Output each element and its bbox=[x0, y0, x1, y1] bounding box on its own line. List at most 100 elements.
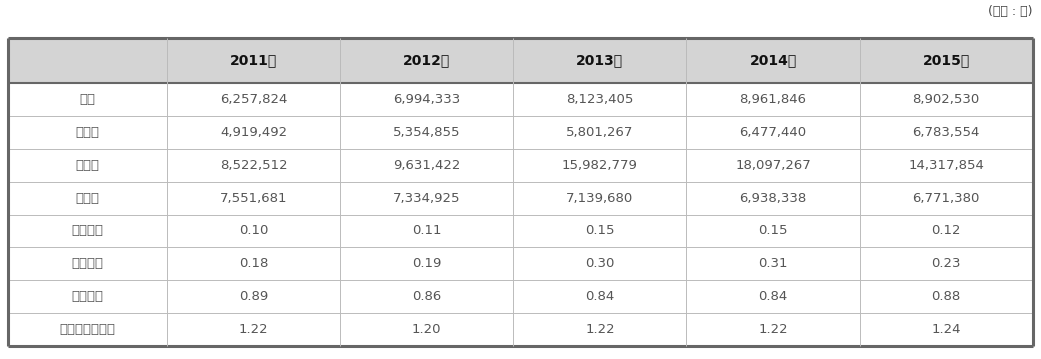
Text: 15,982,779: 15,982,779 bbox=[562, 159, 638, 172]
Bar bbox=[168, 313, 340, 346]
Text: 0.31: 0.31 bbox=[758, 257, 788, 270]
Bar bbox=[340, 38, 513, 83]
Text: 0.30: 0.30 bbox=[585, 257, 614, 270]
Bar bbox=[8, 247, 168, 280]
Bar bbox=[860, 247, 1033, 280]
Text: 2015년: 2015년 bbox=[922, 53, 970, 67]
Bar bbox=[686, 214, 860, 247]
Bar bbox=[686, 313, 860, 346]
Bar bbox=[340, 83, 513, 116]
Text: 2012년: 2012년 bbox=[403, 53, 451, 67]
Text: 1.22: 1.22 bbox=[758, 323, 788, 336]
Bar bbox=[686, 247, 860, 280]
Text: 7,334,925: 7,334,925 bbox=[393, 191, 460, 205]
Bar bbox=[340, 182, 513, 214]
Bar bbox=[8, 38, 168, 83]
Text: 최대값: 최대값 bbox=[76, 159, 100, 172]
Text: 1.22: 1.22 bbox=[585, 323, 614, 336]
Text: 6,477,440: 6,477,440 bbox=[739, 126, 807, 139]
Bar bbox=[686, 116, 860, 149]
Text: 6,938,338: 6,938,338 bbox=[739, 191, 807, 205]
Text: 6,783,554: 6,783,554 bbox=[912, 126, 980, 139]
Bar bbox=[860, 83, 1033, 116]
Text: 0.18: 0.18 bbox=[239, 257, 269, 270]
Bar bbox=[168, 116, 340, 149]
Bar bbox=[513, 149, 686, 182]
Bar bbox=[513, 280, 686, 313]
Bar bbox=[168, 214, 340, 247]
Text: 2013년: 2013년 bbox=[577, 53, 624, 67]
Bar bbox=[860, 116, 1033, 149]
Bar bbox=[168, 149, 340, 182]
Text: 0.84: 0.84 bbox=[759, 290, 788, 303]
Text: 0.12: 0.12 bbox=[932, 224, 961, 238]
Text: 편차계수: 편차계수 bbox=[72, 257, 104, 270]
Bar bbox=[686, 38, 860, 83]
Text: 7,551,681: 7,551,681 bbox=[220, 191, 287, 205]
Bar bbox=[8, 149, 168, 182]
Text: 지니지수: 지니지수 bbox=[72, 224, 104, 238]
Bar bbox=[8, 83, 168, 116]
Bar bbox=[340, 149, 513, 182]
Bar bbox=[686, 149, 860, 182]
Bar bbox=[168, 182, 340, 214]
Bar bbox=[8, 313, 168, 346]
Bar bbox=[513, 247, 686, 280]
Text: 0.15: 0.15 bbox=[585, 224, 614, 238]
Bar bbox=[168, 38, 340, 83]
Bar bbox=[340, 280, 513, 313]
Text: 6,771,380: 6,771,380 bbox=[912, 191, 980, 205]
Bar bbox=[168, 247, 340, 280]
Text: 0.23: 0.23 bbox=[932, 257, 961, 270]
Bar bbox=[340, 116, 513, 149]
Bar bbox=[513, 182, 686, 214]
Text: 5,801,267: 5,801,267 bbox=[566, 126, 634, 139]
Text: 18,097,267: 18,097,267 bbox=[735, 159, 811, 172]
Text: 8,123,405: 8,123,405 bbox=[566, 93, 634, 106]
Text: 0.15: 0.15 bbox=[758, 224, 788, 238]
Text: 0.89: 0.89 bbox=[239, 290, 269, 303]
Bar bbox=[513, 313, 686, 346]
Text: (단위 : 원): (단위 : 원) bbox=[988, 5, 1033, 18]
Text: 9,631,422: 9,631,422 bbox=[393, 159, 460, 172]
Bar bbox=[340, 214, 513, 247]
Text: 4,919,492: 4,919,492 bbox=[220, 126, 287, 139]
Bar bbox=[8, 214, 168, 247]
Text: 2014년: 2014년 bbox=[750, 53, 796, 67]
Bar bbox=[860, 280, 1033, 313]
Text: 8,902,530: 8,902,530 bbox=[913, 93, 980, 106]
Bar bbox=[168, 280, 340, 313]
Text: 최소값: 최소값 bbox=[76, 126, 100, 139]
Bar bbox=[8, 116, 168, 149]
Text: 0.11: 0.11 bbox=[412, 224, 441, 238]
Bar bbox=[8, 182, 168, 214]
Bar bbox=[513, 83, 686, 116]
Text: 2011년: 2011년 bbox=[230, 53, 277, 67]
Text: 0.19: 0.19 bbox=[412, 257, 441, 270]
Text: 0.88: 0.88 bbox=[932, 290, 961, 303]
Text: 8,961,846: 8,961,846 bbox=[739, 93, 807, 106]
Text: 페어슈테겐지수: 페어슈테겐지수 bbox=[59, 323, 116, 336]
Text: 맥룬지수: 맥룬지수 bbox=[72, 290, 104, 303]
Bar bbox=[860, 214, 1033, 247]
Bar bbox=[686, 182, 860, 214]
Text: 1.20: 1.20 bbox=[412, 323, 441, 336]
Bar bbox=[513, 116, 686, 149]
Bar bbox=[513, 38, 686, 83]
Text: 14,317,854: 14,317,854 bbox=[908, 159, 984, 172]
Text: 1.24: 1.24 bbox=[932, 323, 961, 336]
Text: 8,522,512: 8,522,512 bbox=[220, 159, 287, 172]
Bar bbox=[686, 280, 860, 313]
Bar bbox=[860, 313, 1033, 346]
Bar bbox=[8, 280, 168, 313]
Bar bbox=[513, 214, 686, 247]
Text: 1.22: 1.22 bbox=[238, 323, 269, 336]
Text: 학생수: 학생수 bbox=[76, 191, 100, 205]
Text: 5,354,855: 5,354,855 bbox=[393, 126, 460, 139]
Bar bbox=[860, 38, 1033, 83]
Bar bbox=[340, 247, 513, 280]
Bar bbox=[340, 313, 513, 346]
Text: 평균: 평균 bbox=[80, 93, 96, 106]
Text: 6,994,333: 6,994,333 bbox=[393, 93, 460, 106]
Text: 0.10: 0.10 bbox=[239, 224, 269, 238]
